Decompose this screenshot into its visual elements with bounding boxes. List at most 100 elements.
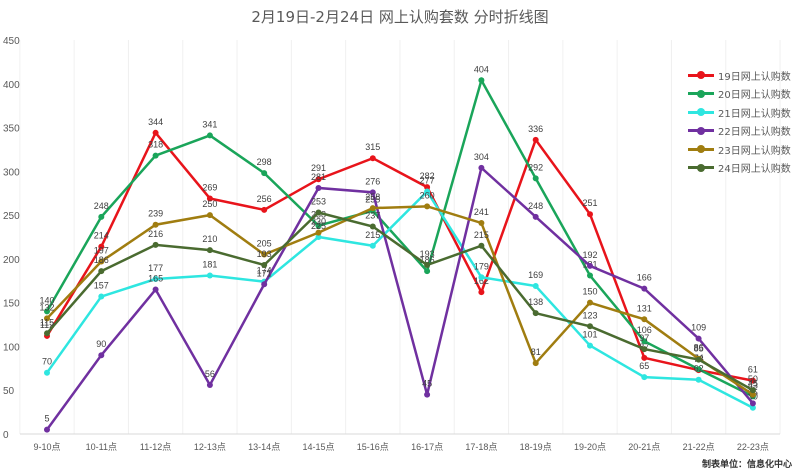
data-point xyxy=(369,223,376,230)
data-point xyxy=(641,346,648,353)
data-point xyxy=(695,335,702,342)
data-label: 225 xyxy=(311,221,326,231)
data-point xyxy=(587,272,593,279)
data-point xyxy=(315,234,322,240)
data-point xyxy=(478,219,485,226)
data-point xyxy=(532,175,539,182)
x-tick-label: 13-14点 xyxy=(248,442,280,452)
data-label: 404 xyxy=(474,64,489,74)
data-point xyxy=(424,188,431,195)
data-point xyxy=(98,352,105,359)
data-label: 162 xyxy=(474,276,489,286)
x-tick-label: 10-11点 xyxy=(86,442,117,452)
data-label: 248 xyxy=(528,201,543,211)
data-label: 43 xyxy=(748,380,758,390)
data-label: 50 xyxy=(748,374,758,384)
data-label: 174 xyxy=(257,266,272,276)
data-point xyxy=(641,338,648,345)
x-tick-label: 15-16点 xyxy=(357,442,389,452)
data-point xyxy=(261,262,268,269)
legend-label: 24日网上认购数 xyxy=(718,164,791,176)
y-tick-label: 450 xyxy=(3,36,20,47)
data-label: 258 xyxy=(365,192,380,202)
data-label: 260 xyxy=(420,190,435,200)
data-label: 250 xyxy=(202,199,217,209)
data-point xyxy=(369,242,376,249)
x-tick-label: 22-23点 xyxy=(737,442,769,452)
data-point xyxy=(152,241,159,248)
data-label: 150 xyxy=(582,287,597,297)
legend-line-marker-icon xyxy=(688,108,714,117)
data-point xyxy=(206,195,213,202)
data-point xyxy=(424,262,431,269)
data-label: 61 xyxy=(748,365,758,375)
data-point xyxy=(587,323,593,330)
chart-title: 2月19日-2月24日 网上认购套数 分时折线图 xyxy=(251,8,549,26)
y-tick-label: 200 xyxy=(3,255,20,266)
x-tick-label: 9-10点 xyxy=(33,442,60,452)
data-label: 90 xyxy=(96,339,106,349)
footer-note: 制表单位：信息化中心 xyxy=(701,460,792,470)
data-label: 177 xyxy=(148,263,163,273)
data-label: 193 xyxy=(257,249,272,259)
data-point xyxy=(749,377,756,384)
data-point xyxy=(152,129,159,136)
x-tick-label: 16-17点 xyxy=(411,442,443,452)
data-label: 215 xyxy=(365,230,380,240)
data-point xyxy=(478,77,485,84)
data-label: 318 xyxy=(148,140,163,150)
data-label: 292 xyxy=(528,162,543,172)
data-point xyxy=(424,391,431,398)
data-label: 62 xyxy=(694,364,704,374)
data-point xyxy=(587,211,593,218)
legend-item: 20日网上认购数 xyxy=(688,85,791,104)
data-point xyxy=(695,376,702,383)
data-label: 86 xyxy=(694,343,704,353)
x-tick-label: 20-21点 xyxy=(628,442,660,452)
data-label: 251 xyxy=(582,198,597,208)
data-label: 281 xyxy=(311,172,326,182)
legend-label: 19日网上认购数 xyxy=(718,71,791,83)
data-point xyxy=(587,262,593,269)
data-point xyxy=(369,189,376,196)
data-label: 70 xyxy=(42,357,52,367)
data-label: 123 xyxy=(582,310,597,320)
data-point xyxy=(749,387,756,394)
legend-item: 19日网上认购数 xyxy=(688,66,791,85)
legend-label: 22日网上认购数 xyxy=(718,127,791,139)
y-tick-label: 0 xyxy=(3,430,9,441)
y-tick-label: 300 xyxy=(3,167,20,178)
data-label: 214 xyxy=(94,231,109,241)
data-label: 132 xyxy=(39,302,54,312)
y-tick-label: 50 xyxy=(3,386,15,397)
data-label: 304 xyxy=(474,152,489,162)
data-point xyxy=(478,274,485,281)
data-label: 237 xyxy=(365,210,380,220)
data-point xyxy=(315,209,322,216)
data-point xyxy=(152,286,159,293)
data-label: 101 xyxy=(582,330,597,340)
y-tick-label: 150 xyxy=(3,299,20,310)
data-point xyxy=(98,243,105,250)
data-point xyxy=(641,285,648,292)
legend-label: 20日网上认购数 xyxy=(718,90,791,102)
series-line xyxy=(45,189,754,409)
data-point xyxy=(152,221,159,228)
data-point xyxy=(532,213,539,220)
data-point xyxy=(641,354,648,361)
data-point xyxy=(749,400,756,407)
data-point xyxy=(98,268,105,275)
data-point xyxy=(152,152,159,159)
data-label: 216 xyxy=(148,229,163,239)
data-label: 169 xyxy=(528,270,543,280)
data-label: 197 xyxy=(94,246,109,256)
data-label: 193 xyxy=(420,249,435,259)
data-label: 45 xyxy=(748,379,758,389)
data-label: 210 xyxy=(202,234,217,244)
data-label: 277 xyxy=(420,175,435,185)
data-point xyxy=(369,205,376,212)
data-label: 344 xyxy=(148,117,163,127)
legend-item: 22日网上认购数 xyxy=(688,122,791,141)
data-point xyxy=(261,281,268,288)
data-point xyxy=(261,206,268,213)
